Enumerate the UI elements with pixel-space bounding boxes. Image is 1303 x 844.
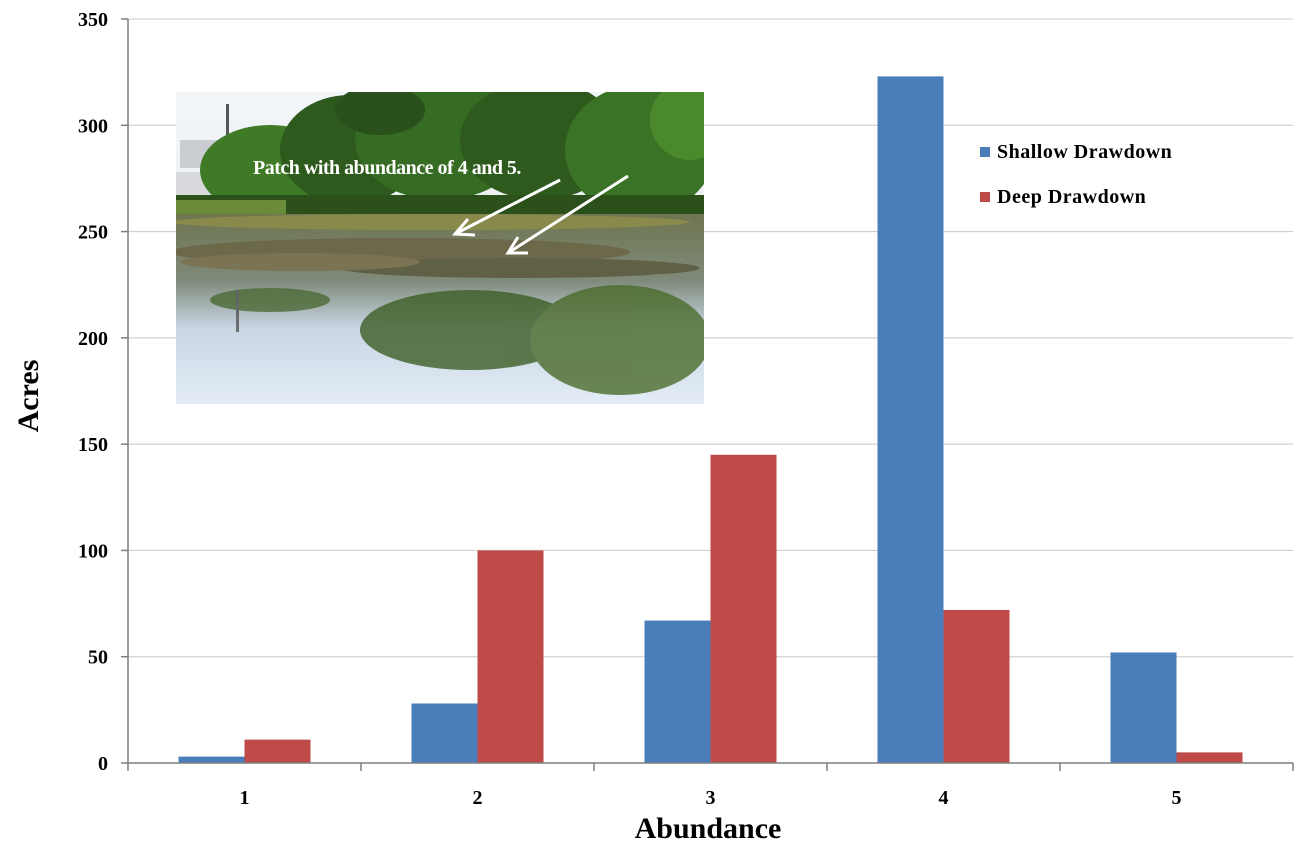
x-tick-label: 5 <box>1172 787 1182 809</box>
x-tick-label: 2 <box>473 787 483 809</box>
x-tick-label: 3 <box>706 787 716 809</box>
bar-deep-1 <box>244 739 311 763</box>
axes: 0 50 100 150 200 250 300 350 1 2 3 4 5 <box>78 9 1294 809</box>
y-tick-label: 150 <box>78 434 108 456</box>
legend-swatch-shallow <box>980 147 990 157</box>
tree-reflection <box>210 285 704 395</box>
legend-label-shallow: Shallow Drawdown <box>997 141 1172 163</box>
y-tick-label: 250 <box>78 222 108 244</box>
y-axis-title: Acres <box>12 360 45 433</box>
x-tick-label: 1 <box>240 787 250 809</box>
y-tick-label: 350 <box>78 9 108 31</box>
x-axis-title: Abundance <box>635 812 782 844</box>
bar-shallow-5 <box>1110 652 1177 763</box>
bar-deep-2 <box>477 550 544 763</box>
utility-pole <box>226 104 229 142</box>
photo-caption: Patch with abundance of 4 and 5. <box>253 157 521 179</box>
bar-deep-5 <box>1176 752 1243 763</box>
y-tick-label: 100 <box>78 540 108 562</box>
y-tick-label: 300 <box>78 115 108 137</box>
legend-swatch-deep <box>980 192 990 202</box>
bar-shallow-4 <box>877 76 944 763</box>
arrow-right <box>507 174 629 255</box>
bar-shallow-2 <box>411 703 478 763</box>
bars <box>178 76 1243 763</box>
legend-label-deep: Deep Drawdown <box>997 186 1146 208</box>
arrow-left-head <box>451 218 476 237</box>
bar-deep-3 <box>710 454 777 763</box>
bar-shallow-3 <box>644 620 711 763</box>
weed-patch <box>176 214 700 278</box>
y-tick-label: 50 <box>88 647 108 669</box>
y-tick-label: 200 <box>78 328 108 350</box>
x-tick-label: 4 <box>939 787 949 809</box>
arrow-right-head <box>505 236 528 255</box>
bar-deep-4 <box>943 609 1010 763</box>
inset-photo <box>176 92 704 404</box>
y-tick-label: 0 <box>98 753 108 775</box>
bar-shallow-1 <box>178 756 245 763</box>
arrows <box>451 174 629 255</box>
tree-line <box>176 92 704 220</box>
arrow-left <box>454 178 561 236</box>
legend: Shallow Drawdown Deep Drawdown <box>980 141 1172 208</box>
